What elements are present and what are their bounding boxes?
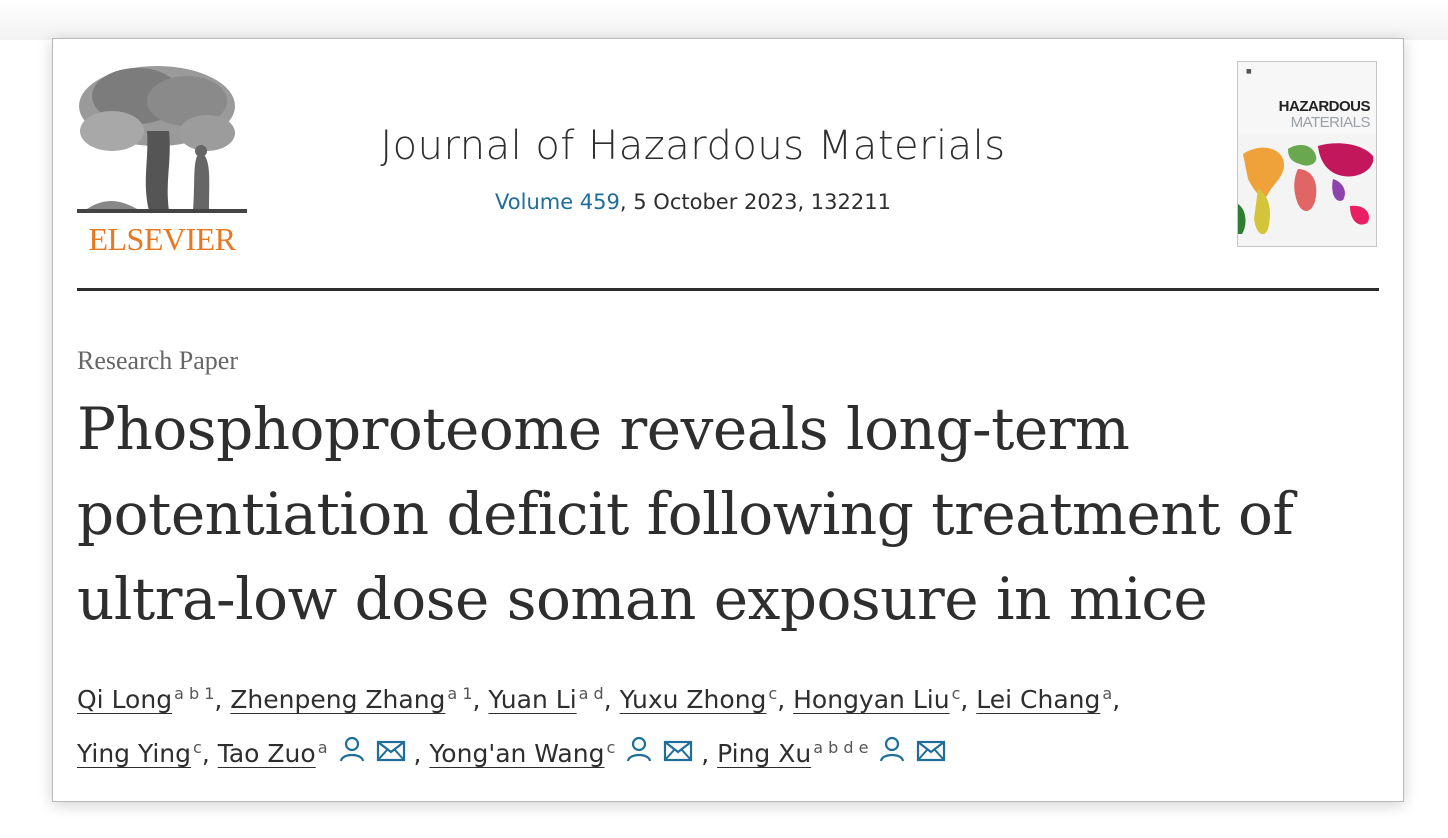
author-entry: Zhenpeng Zhang a 1, (230, 684, 489, 714)
cover-title-line1: HAZARDOUS (1278, 98, 1371, 115)
author-separator: , (777, 685, 794, 714)
author-entry: Yuan Li a d, (488, 684, 620, 714)
tree-illustration-icon (77, 61, 247, 219)
author-entry: Ying Ying c, (77, 738, 218, 768)
author-affiliation[interactable]: a b 1 (174, 684, 215, 703)
author-separator: , (214, 685, 231, 714)
author-entry: Hongyan Liu c, (793, 684, 977, 714)
author-link[interactable]: Hongyan Liu (793, 685, 950, 714)
article-type-label: Research Paper (77, 346, 238, 375)
email-icon[interactable] (916, 728, 946, 782)
author-entry: Yuxu Zhong c, (619, 684, 794, 714)
cover-world-map-image (1238, 134, 1376, 246)
author-affiliation[interactable]: a (317, 738, 328, 757)
author-link[interactable]: Yuan Li (488, 685, 577, 714)
person-icon[interactable] (878, 728, 906, 782)
issue-info: Volume 459, 5 October 2023, 132211 (353, 190, 1033, 214)
author-separator: , (405, 739, 430, 768)
author-affiliation[interactable]: a b d e (813, 738, 869, 757)
cover-title-line2: MATERIALS (1290, 114, 1371, 131)
publisher-wordmark: ELSEVIER (88, 221, 236, 257)
author-affiliation[interactable]: c (193, 738, 202, 757)
author-affiliation[interactable]: c (768, 684, 778, 703)
person-icon[interactable] (338, 728, 366, 782)
author-link[interactable]: Qi Long (77, 685, 173, 714)
page-background (0, 0, 1448, 40)
author-separator: , (693, 739, 718, 768)
person-icon[interactable] (625, 728, 653, 782)
journal-cover-thumbnail[interactable]: ■ HAZARDOUS MATERIALS (1237, 61, 1377, 247)
author-affiliation[interactable]: c (606, 738, 616, 757)
author-list: Qi Long a b 1, Zhenpeng Zhang a 1, Yuan Li… (77, 673, 1387, 782)
author-separator: , (472, 685, 489, 714)
author-entry: Yong'an Wang c , (429, 736, 718, 768)
author-link[interactable]: Ying Ying (77, 739, 192, 768)
author-affiliation[interactable]: c (951, 684, 961, 703)
article-header-card: ELSEVIER Journal of Hazardous Materials … (52, 38, 1404, 802)
email-icon[interactable] (663, 728, 693, 782)
issue-date: , 5 October 2023, 132211 (619, 190, 891, 214)
email-icon[interactable] (376, 728, 406, 782)
author-link[interactable]: Ping Xu (717, 739, 812, 768)
author-separator: , (201, 739, 218, 768)
author-affiliation[interactable]: a 1 (447, 684, 473, 703)
author-link[interactable]: Lei Chang (976, 685, 1101, 714)
elsevier-logo[interactable]: ELSEVIER (77, 61, 247, 257)
journal-title[interactable]: Journal of Hazardous Materials (380, 123, 1006, 169)
author-separator: , (960, 685, 977, 714)
cover-publisher-mark: ■ (1246, 68, 1252, 75)
author-link[interactable]: Zhenpeng Zhang (230, 685, 446, 714)
article-title: Phosphoproteome reveals long-term potent… (77, 395, 1294, 633)
author-separator: , (1112, 685, 1121, 714)
author-line-1: Qi Long a b 1, Zhenpeng Zhang a 1, Yuan Li… (77, 673, 1387, 727)
author-entry: Ping Xu a b d e (717, 736, 946, 768)
author-entry: Tao Zuo a , (217, 736, 430, 768)
author-line-2: Ying Ying c, Tao Zuo a , Yong'an Wang c , P… (77, 727, 1387, 782)
author-link[interactable]: Yong'an Wang (429, 739, 605, 768)
author-affiliation[interactable]: a d (578, 684, 604, 703)
header-divider (77, 288, 1379, 291)
author-separator: , (603, 685, 620, 714)
author-link[interactable]: Tao Zuo (217, 739, 316, 768)
author-affiliation[interactable]: a (1102, 684, 1113, 703)
author-entry: Qi Long a b 1, (77, 684, 231, 714)
author-link[interactable]: Yuxu Zhong (619, 685, 767, 714)
volume-link[interactable]: Volume 459 (495, 190, 620, 214)
author-entry: Lei Chang a, (976, 684, 1121, 714)
